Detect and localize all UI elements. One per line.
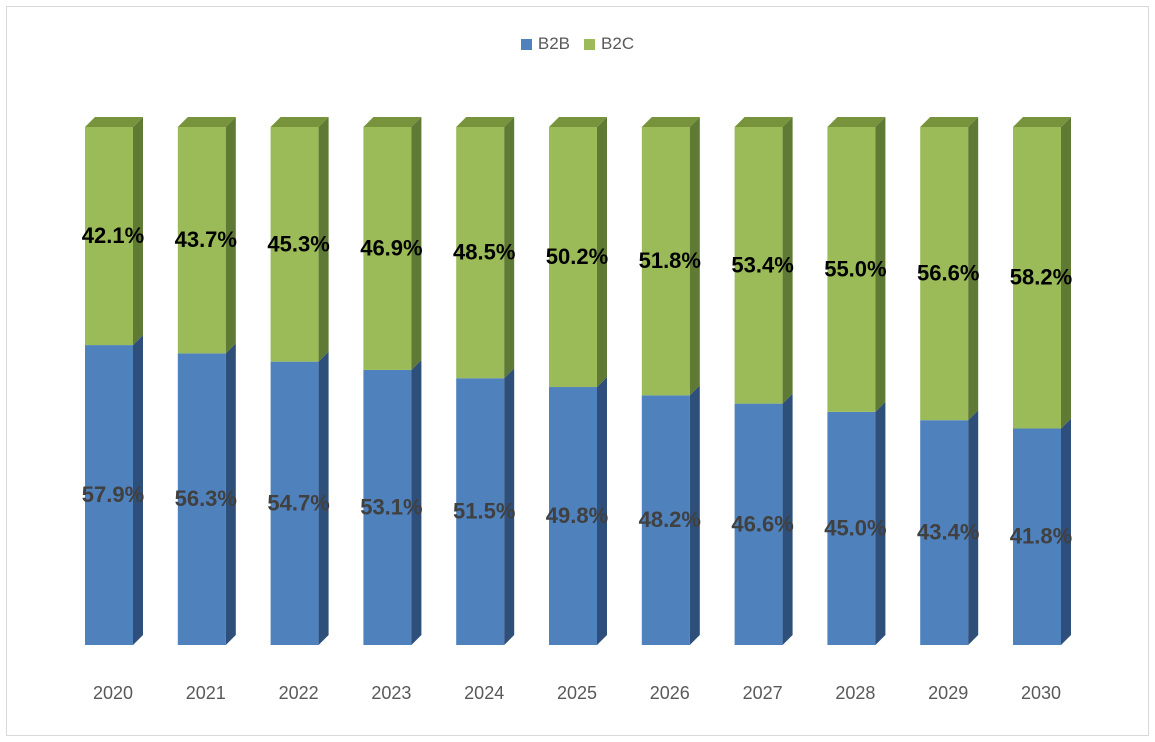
bar-side-b2b-2030: [1061, 418, 1071, 645]
x-tick-label-2024: 2024: [464, 683, 504, 703]
data-label-b2c-2028: 55.0%: [824, 256, 886, 281]
data-label-b2b-2026: 48.2%: [639, 507, 701, 532]
x-tick-label-2026: 2026: [650, 683, 690, 703]
x-tick-label-2023: 2023: [371, 683, 411, 703]
bar-side-b2c-2027: [782, 117, 793, 404]
legend: B2B B2C: [0, 34, 1155, 54]
bar-side-b2b-2026: [689, 385, 700, 645]
legend-swatch-b2b: [520, 38, 532, 50]
bar-b2b-2029: [920, 420, 969, 645]
data-label-b2b-2027: 46.6%: [731, 511, 793, 536]
bar-top-b2c-2020: [85, 117, 143, 127]
bar-side-b2c-2026: [689, 117, 700, 396]
bar-side-b2b-2029: [968, 410, 979, 645]
bar-side-b2c-2020: [133, 117, 143, 346]
bar-top-b2c-2026: [641, 117, 700, 127]
data-label-b2b-2028: 45.0%: [824, 515, 886, 540]
data-label-b2b-2023: 53.1%: [360, 494, 422, 519]
bar-side-b2c-2029: [968, 117, 979, 421]
bar-top-b2c-2025: [549, 117, 607, 127]
data-label-b2c-2020: 42.1%: [82, 223, 144, 248]
x-tick-label-2022: 2022: [279, 683, 319, 703]
bar-b2c-2020: [85, 127, 133, 346]
bar-b2c-2030: [1013, 127, 1061, 429]
bar-top-b2c-2029: [920, 117, 979, 127]
bar-b2b-2022: [270, 361, 319, 645]
data-label-b2c-2025: 50.2%: [546, 244, 608, 269]
data-label-b2b-2021: 56.3%: [175, 486, 237, 511]
x-tick-label-2028: 2028: [835, 683, 875, 703]
bar-b2b-2021: [177, 353, 226, 645]
bar-b2b-2028: [827, 411, 876, 645]
bar-side-b2b-2027: [782, 393, 793, 645]
bar-b2b-2024: [456, 378, 505, 645]
bar-side-b2b-2023: [411, 359, 422, 645]
bar-top-b2c-2027: [734, 117, 793, 127]
bar-top-b2c-2023: [363, 117, 422, 127]
data-label-b2c-2026: 51.8%: [639, 248, 701, 273]
data-label-b2c-2021: 43.7%: [175, 227, 237, 252]
bar-b2c-2023: [363, 127, 412, 370]
data-label-b2b-2020: 57.9%: [82, 482, 144, 507]
bar-b2c-2026: [641, 127, 690, 396]
x-tick-label-2025: 2025: [557, 683, 597, 703]
bar-side-b2b-2028: [875, 401, 886, 645]
data-label-b2b-2024: 51.5%: [453, 499, 515, 524]
legend-item-b2b: B2B: [520, 34, 571, 54]
bar-side-b2c-2023: [411, 117, 422, 370]
bar-side-b2b-2022: [318, 351, 329, 645]
data-label-b2c-2022: 45.3%: [267, 231, 329, 256]
legend-item-b2c: B2C: [584, 34, 634, 54]
data-label-b2c-2027: 53.4%: [731, 252, 793, 277]
bar-b2c-2027: [734, 127, 783, 404]
bar-side-b2c-2022: [318, 117, 329, 362]
x-tick-label-2021: 2021: [186, 683, 226, 703]
x-tick-label-2027: 2027: [743, 683, 783, 703]
bar-b2b-2025: [549, 387, 597, 645]
bar-top-b2c-2028: [827, 117, 886, 127]
bar-top-b2c-2030: [1013, 117, 1071, 127]
bar-side-b2c-2024: [504, 117, 515, 379]
bar-b2b-2030: [1013, 428, 1061, 645]
data-label-b2b-2025: 49.8%: [546, 503, 608, 528]
legend-label-b2b: B2B: [537, 34, 571, 53]
bar-b2c-2024: [456, 127, 505, 379]
bar-b2b-2020: [85, 345, 133, 645]
bar-side-b2b-2025: [597, 377, 607, 645]
bar-side-b2c-2021: [225, 117, 236, 354]
data-label-b2b-2022: 54.7%: [267, 490, 329, 515]
bar-side-b2c-2025: [597, 117, 607, 388]
bar-side-b2c-2028: [875, 117, 886, 412]
bar-b2c-2025: [549, 127, 597, 388]
bar-top-b2c-2024: [456, 117, 515, 127]
bar-b2b-2026: [641, 395, 690, 645]
bar-b2c-2029: [920, 127, 969, 421]
x-tick-label-2020: 2020: [93, 683, 133, 703]
legend-label-b2c: B2C: [601, 34, 635, 53]
x-tick-label-2029: 2029: [928, 683, 968, 703]
bar-b2b-2023: [363, 369, 412, 645]
bar-side-b2b-2024: [504, 368, 515, 645]
legend-swatch-b2c: [584, 38, 596, 50]
data-label-b2c-2029: 56.6%: [917, 261, 979, 286]
data-label-b2b-2029: 43.4%: [917, 520, 979, 545]
bar-b2c-2021: [177, 127, 226, 354]
bar-b2c-2022: [270, 127, 319, 362]
data-label-b2b-2030: 41.8%: [1010, 524, 1072, 549]
data-label-b2c-2030: 58.2%: [1010, 265, 1072, 290]
bar-top-b2c-2021: [177, 117, 236, 127]
bar-top-b2c-2022: [270, 117, 329, 127]
x-tick-label-2030: 2030: [1021, 683, 1061, 703]
bar-side-b2c-2030: [1061, 117, 1071, 429]
bar-side-b2b-2021: [225, 343, 236, 645]
bar-b2b-2027: [734, 403, 783, 645]
data-label-b2c-2023: 46.9%: [360, 235, 422, 260]
bar-side-b2b-2020: [133, 335, 143, 645]
data-label-b2c-2024: 48.5%: [453, 240, 515, 265]
bar-b2c-2028: [827, 127, 876, 412]
